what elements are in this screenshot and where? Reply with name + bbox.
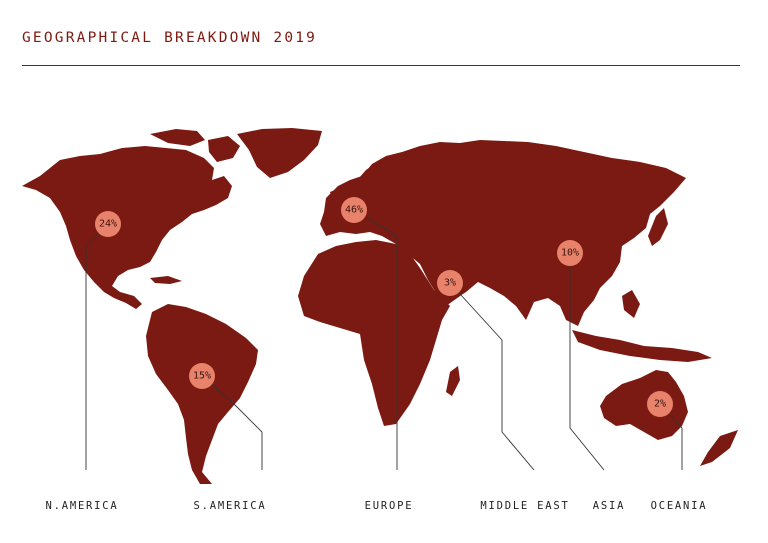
label-europe: EUROPE	[364, 500, 414, 512]
label-north-america: N.AMERICA	[45, 500, 119, 512]
africa-shape	[298, 240, 450, 426]
bubble-oceania: 2%	[647, 391, 673, 417]
title-divider	[22, 65, 740, 66]
greenland-shape	[237, 128, 322, 178]
south-america-shape	[146, 304, 258, 484]
value-europe: 46%	[345, 205, 363, 216]
bubble-asia: 10%	[557, 240, 583, 266]
bubble-middle-east: 3%	[437, 270, 463, 296]
label-middle-east: MIDDLE EAST	[480, 500, 570, 512]
madagascar-shape	[446, 366, 460, 396]
caribbean-shape	[150, 276, 182, 284]
continents	[22, 128, 738, 484]
australia-shape	[600, 370, 688, 440]
north-america-shape	[22, 146, 232, 309]
baffin-island-shape	[208, 136, 240, 162]
japan-shape	[648, 208, 668, 246]
philippines-shape	[622, 290, 640, 318]
british-isles-shape	[330, 188, 342, 204]
arctic-islands-shape	[150, 129, 205, 146]
bubble-south-america: 15%	[189, 363, 215, 389]
leader-middle-east	[449, 282, 535, 471]
bubble-europe: 46%	[341, 197, 367, 223]
eurasia-shape	[320, 140, 686, 326]
label-south-america: S.AMERICA	[193, 500, 267, 512]
value-asia: 10%	[561, 248, 579, 259]
leader-europe	[353, 209, 398, 470]
new-zealand-shape	[700, 430, 738, 466]
leader-asia	[569, 253, 605, 471]
scandinavia-shape	[352, 160, 390, 196]
value-oceania: 2%	[654, 399, 666, 410]
label-asia: ASIA	[592, 500, 626, 512]
indonesia-shape	[572, 330, 712, 362]
leader-south-america	[201, 375, 263, 470]
value-north-america: 24%	[99, 219, 117, 230]
label-oceania: OCEANIA	[650, 500, 708, 512]
value-south-america: 15%	[193, 371, 211, 382]
bubble-north-america: 24%	[95, 211, 121, 237]
value-middle-east: 3%	[444, 278, 456, 289]
page-title: GEOGRAPHICAL BREAKDOWN 2019	[22, 30, 318, 46]
